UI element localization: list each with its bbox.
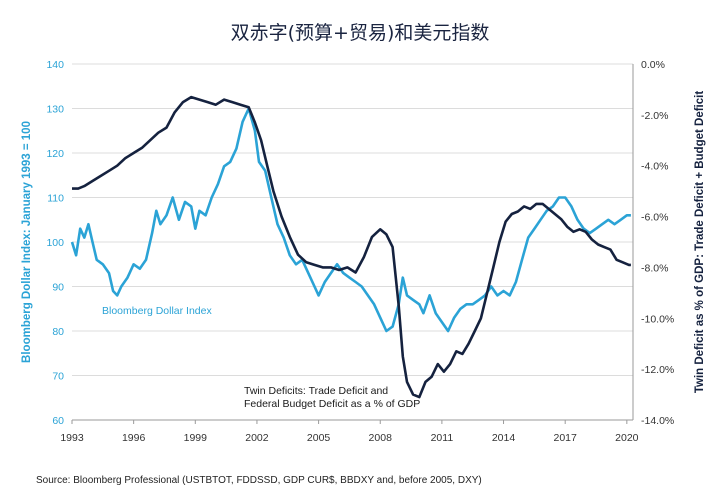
y-right-tick-label: 0.0% — [641, 59, 665, 71]
x-axis-ticks: 1993 1996 1999 2002 2005 2008 2011 2014 2017 2020 — [60, 420, 639, 444]
y-left-tick-label: 70 — [52, 371, 64, 383]
y-right-tick-label: -2.0% — [641, 110, 668, 122]
series-line-twin-deficit — [72, 95, 631, 399]
y-right-tick-label: -12.0% — [641, 364, 674, 376]
series-line-dollar-index — [70, 107, 631, 333]
chart-title: 双赤字(预算+贸易)和美元指数 — [231, 22, 490, 44]
x-tick-label: 2020 — [615, 432, 639, 444]
x-tick-label: 1996 — [122, 432, 146, 444]
y-right-axis-ticks: 0.0% -2.0% -4.0% -6.0% -8.0% -10.0% -12.0% -14.… — [641, 59, 674, 427]
source-note: Source: Bloomberg Professional (USTBTOT,… — [36, 475, 482, 486]
y-left-axis-label: Bloomberg Dollar Index: January 1993 = 1… — [21, 121, 33, 363]
y-right-axis-label: Twin Deficit as % of GDP: Trade Deficit … — [694, 91, 706, 394]
y-left-tick-label: 60 — [52, 415, 64, 427]
y-right-tick-label: -4.0% — [641, 161, 668, 173]
y-right-tick-label: -6.0% — [641, 212, 668, 224]
y-right-tick-label: -14.0% — [641, 415, 674, 427]
y-left-tick-label: 90 — [52, 282, 64, 294]
x-tick-label: 2014 — [492, 432, 516, 444]
y-left-tick-label: 140 — [46, 59, 64, 71]
y-left-tick-label: 100 — [46, 237, 64, 249]
x-tick-label: 1993 — [60, 432, 84, 444]
annotation-twin-deficit-line1: Twin Deficits: Trade Deficit and — [244, 385, 388, 397]
y-left-tick-label: 120 — [46, 148, 64, 160]
y-right-tick-label: -8.0% — [641, 262, 668, 274]
y-left-tick-label: 110 — [47, 193, 64, 205]
x-tick-label: 2017 — [554, 432, 578, 444]
y-right-tick-label: -10.0% — [641, 313, 674, 325]
y-left-tick-label: 80 — [52, 326, 64, 338]
gridlines — [72, 63, 634, 421]
x-tick-label: 2011 — [431, 432, 454, 444]
annotation-twin-deficit-line2: Federal Budget Deficit as a % of GDP — [244, 398, 420, 410]
annotation-dollar-index: Bloomberg Dollar Index — [102, 305, 212, 317]
x-tick-label: 2005 — [307, 432, 331, 444]
x-tick-label: 2002 — [245, 432, 269, 444]
y-left-tick-label: 130 — [46, 104, 64, 116]
x-tick-label: 2008 — [369, 432, 393, 444]
y-left-axis-ticks: 60 70 80 90 100 110 120 130 140 — [46, 59, 64, 427]
x-tick-label: 1999 — [184, 432, 208, 444]
